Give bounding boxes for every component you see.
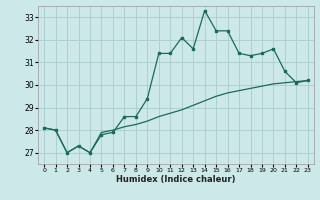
X-axis label: Humidex (Indice chaleur): Humidex (Indice chaleur)	[116, 175, 236, 184]
